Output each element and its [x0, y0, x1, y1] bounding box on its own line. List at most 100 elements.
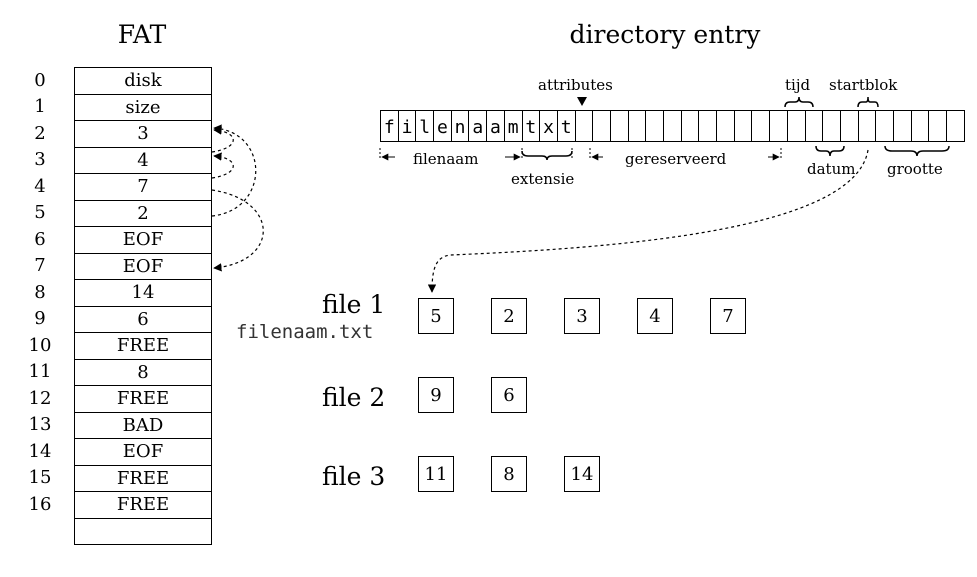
fat-entry: BAD — [75, 413, 211, 439]
dir-cell — [734, 110, 753, 142]
fat-index: 5 — [34, 202, 46, 224]
file-block: 14 — [564, 456, 600, 492]
file-2-label: file 2 — [322, 383, 386, 412]
tijd-brace — [784, 96, 814, 108]
fat-entry: FREE — [75, 333, 211, 360]
dir-cell: n — [451, 110, 470, 142]
attributes-marker — [577, 97, 587, 106]
grootte-brace — [884, 145, 950, 157]
startblok-to-file1-link — [427, 149, 869, 293]
file-block: 7 — [710, 298, 746, 334]
directory-entry-title: directory entry — [569, 20, 761, 49]
dir-cell: t — [522, 110, 541, 142]
extensie-label: extensie — [511, 170, 575, 188]
fat-index: 2 — [34, 122, 46, 144]
fat-index: 10 — [28, 334, 52, 356]
fat-index: 14 — [28, 440, 52, 462]
dir-cell — [717, 110, 735, 142]
file-block: 4 — [637, 298, 673, 334]
dir-cell: i — [398, 110, 417, 142]
fat-index: 16 — [28, 493, 52, 515]
fat-chain-link-4-7 — [211, 189, 264, 272]
dir-cell — [876, 110, 894, 142]
fat-entry: 3 — [75, 121, 211, 148]
fat-entry-empty — [75, 519, 211, 545]
fat-index: 1 — [34, 96, 46, 118]
filenaam-label: filenaam — [413, 150, 479, 168]
file-1-label: file 1 — [322, 290, 386, 319]
dir-cell: m — [504, 110, 523, 142]
dir-cell: l — [416, 110, 435, 142]
datum-brace — [815, 145, 845, 157]
file-block: 9 — [418, 377, 454, 413]
extensie-brace — [521, 150, 573, 161]
fat-index: 15 — [28, 467, 52, 489]
gereserveerd-label: gereserveerd — [625, 150, 727, 168]
fat-entry: FREE — [75, 466, 211, 492]
fat-table: disk size 3 4 7 2 EOF EOF 14 6 FREE 8 FR… — [74, 67, 212, 545]
dir-cell — [770, 110, 788, 142]
dir-cell — [699, 110, 718, 142]
dir-cell — [858, 110, 877, 142]
dir-cell — [575, 110, 594, 142]
dir-cell — [664, 110, 682, 142]
fat-entry: 4 — [75, 148, 211, 174]
fat-entry: 8 — [75, 360, 211, 386]
dir-cell: t — [557, 110, 576, 142]
fat-entry: size — [75, 95, 211, 121]
fat-index: 12 — [28, 387, 52, 409]
fat-index: 9 — [34, 308, 46, 330]
datum-label: datum — [807, 160, 856, 178]
fat-chain-link-2-3 — [211, 126, 234, 153]
fat-entry: EOF — [75, 254, 211, 280]
fat-index: 13 — [28, 414, 52, 436]
file-3-label: file 3 — [322, 462, 386, 491]
dir-cell — [610, 110, 629, 142]
dir-cell: f — [381, 110, 399, 142]
dir-cell: a — [487, 110, 505, 142]
dir-cell — [805, 110, 824, 142]
grootte-label: grootte — [887, 160, 943, 178]
dir-cell — [947, 110, 965, 142]
dir-cell — [787, 110, 806, 142]
dir-cell — [893, 110, 912, 142]
startblok-brace — [857, 96, 879, 108]
fat-entry: EOF — [75, 227, 211, 254]
file-block: 5 — [418, 298, 454, 334]
fat-index: 0 — [34, 69, 46, 91]
fat-entry: FREE — [75, 492, 211, 519]
fat-index: 4 — [34, 175, 46, 197]
startblok-label: startblok — [829, 76, 898, 94]
dir-cell: a — [469, 110, 488, 142]
dir-cell — [823, 110, 841, 142]
tijd-label: tijd — [785, 76, 811, 94]
dir-cell — [929, 110, 947, 142]
dir-cell: e — [434, 110, 452, 142]
fat-index: 7 — [34, 255, 46, 277]
fat-index: 3 — [34, 149, 46, 171]
dir-cell — [752, 110, 771, 142]
fat-index-column: 0 1 2 3 4 5 6 7 8 9 10 11 12 13 14 15 16 — [20, 67, 60, 518]
fat-entry: EOF — [75, 439, 211, 466]
file-block: 8 — [491, 456, 527, 492]
fat-index: 6 — [34, 228, 46, 250]
fat-entry: disk — [75, 68, 211, 95]
dir-cell — [911, 110, 930, 142]
dir-cell — [628, 110, 647, 142]
fat-chain-link-5-2 — [211, 124, 257, 217]
fat-entry: 14 — [75, 280, 211, 307]
dir-cell — [840, 110, 859, 142]
fat-entry: 6 — [75, 307, 211, 333]
fat-title: FAT — [117, 20, 167, 49]
dir-cell — [593, 110, 611, 142]
fat-index: 11 — [28, 361, 52, 383]
dir-cell — [681, 110, 700, 142]
file-block: 2 — [491, 298, 527, 334]
fat-index: 8 — [34, 281, 46, 303]
fat-entry: 7 — [75, 174, 211, 201]
attributes-label: attributes — [538, 76, 613, 94]
dir-cell: x — [540, 110, 558, 142]
file-block: 3 — [564, 298, 600, 334]
directory-entry-cells: f i l e n a a m t x t — [380, 110, 965, 142]
